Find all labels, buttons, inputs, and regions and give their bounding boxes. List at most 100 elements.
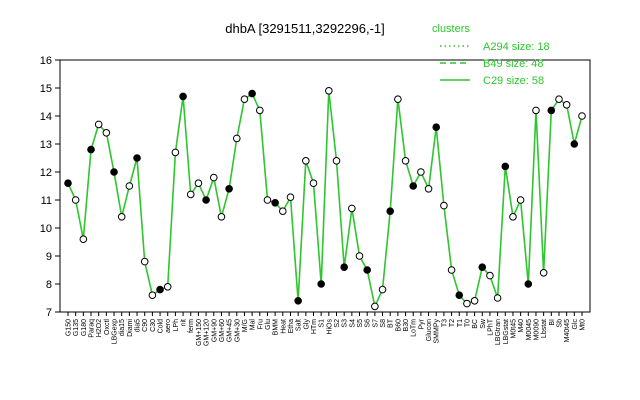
data-point [555,95,563,103]
x-tick-label: Lbstat [541,319,548,338]
y-tick-label: 10 [40,223,52,235]
x-tick-label: BC [472,319,479,329]
data-point [424,185,433,193]
data-point [355,252,364,260]
x-tick-label: C30 [150,319,157,332]
x-tick-label: M/G [242,319,249,332]
x-tick-label: Paraq [89,319,96,338]
data-point [417,168,425,176]
x-tick-label: GM+150 [196,319,203,346]
x-tick-label: Sw [480,318,487,329]
y-tick-label: 9 [46,251,52,263]
data-point [486,271,494,280]
x-tick-label: LBGstat [503,319,510,344]
x-tick-label: S5 [357,319,364,328]
data-point [148,291,157,300]
y-tick-label: 15 [40,83,52,95]
x-tick-label: M40t45 [564,319,571,342]
data-point [524,280,533,288]
x-tick-label: Etha [288,319,295,334]
x-tick-label: T2 [449,319,456,327]
data-point [279,207,287,215]
series-line-c29 [67,90,583,309]
x-tick-label: M0045 [526,319,533,341]
data-point [217,213,226,221]
y-tick-label: 14 [40,111,52,123]
x-tick-label: ferm [188,319,195,333]
x-tick-label: Sb [556,319,563,328]
y-tick-label: 7 [46,307,52,319]
data-point [209,173,218,182]
legend-label-c29: C29 size: 58 [483,75,544,87]
x-tick-label: GM+60 [219,319,226,342]
data-point [79,235,88,243]
x-tick-label: S6 [365,319,372,328]
data-point [156,285,164,294]
data-point [232,134,241,143]
data-point [470,297,479,305]
x-tick-label: aero [165,319,172,333]
data-point [163,283,172,291]
data-point [317,280,325,288]
data-point [94,120,103,129]
chart-title: dhbA [3291511,3292296,-1] [225,21,385,36]
data-point [64,179,72,187]
data-point [102,129,111,137]
data-point [225,185,233,193]
data-point [447,266,456,274]
x-tick-label: LPhT [487,318,494,335]
plot-frame [59,59,591,313]
x-tick-label: Pyr [418,318,425,329]
data-point [539,269,548,277]
x-tick-label: M0090 [533,319,540,341]
data-point [570,140,579,148]
x-tick-label: Fru [257,319,264,330]
data-point [371,302,379,311]
x-tick-label: LBGtran [495,319,502,345]
data-point [263,196,272,204]
series-group [67,90,583,309]
x-tick-label: Gly [303,319,310,330]
data-point [340,263,348,272]
data-point [509,213,517,221]
x-tick-label: nit [181,319,188,326]
data-point [202,196,210,204]
data-point [302,157,310,165]
y-tick-label: 16 [40,55,52,67]
data-point [493,294,502,302]
data-point [562,101,571,109]
data-point [501,162,510,171]
x-tick-label: Mt0 [580,319,587,331]
data-point [240,95,249,103]
data-point [463,299,471,308]
data-point [194,179,203,187]
legend-title: clusters [432,23,470,35]
data-point [378,285,387,294]
data-point [332,157,341,165]
data-point [117,213,126,221]
x-tick-label: LPh [173,319,180,332]
data-point [71,196,80,204]
x-tick-label: LBGexp [112,319,119,344]
x-tick-label: Diami [127,319,134,337]
x-tick-label: HiOs [326,319,333,335]
x-tick-label: G135 [73,319,80,336]
y-tick-label: 11 [41,195,52,207]
data-point [532,106,540,115]
x-tick-label: BT [388,318,395,328]
x-tick-label: dia15 [119,319,126,336]
x-tick-label: GM+90 [211,319,218,342]
x-tick-label: GM+30 [234,319,241,342]
data-point [478,263,487,272]
y-tick-label: 12 [40,167,52,179]
x-tick-label: Glc [572,319,579,330]
x-tick-label: Oxctl [104,319,111,335]
data-point [516,196,525,204]
x-tick-label: H2O2 [96,319,103,337]
y-tick-label: 8 [46,279,52,291]
x-tick-label: G180 [81,319,88,336]
x-tick-label: GM+120 [204,319,211,346]
data-point [87,145,95,154]
data-point [386,207,395,215]
